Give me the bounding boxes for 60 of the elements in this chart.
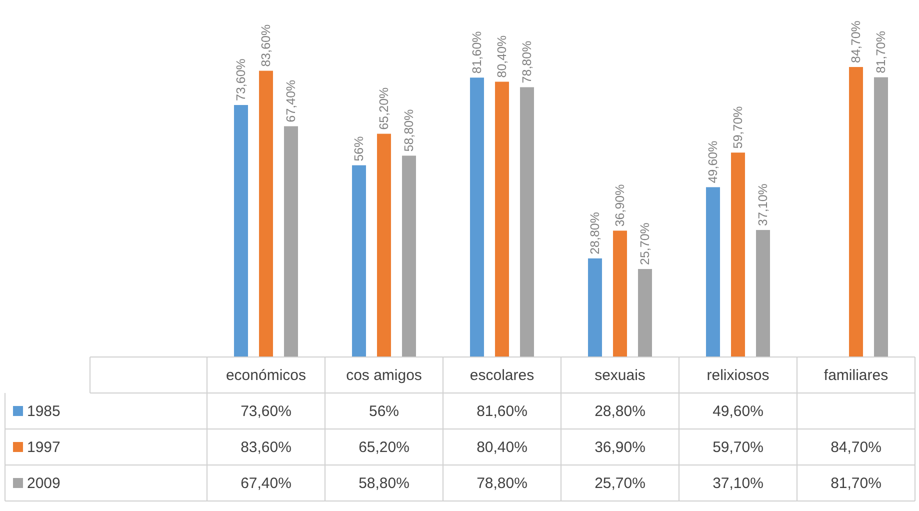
data-label: 37,10% <box>712 475 764 492</box>
bar <box>402 156 416 357</box>
text: 67,40% <box>284 80 298 122</box>
bar <box>259 70 273 357</box>
x-tick-label: sexuais <box>594 367 646 384</box>
data-label: 49,60% <box>712 403 764 420</box>
data-label: 65,20% <box>358 439 410 456</box>
data-label: 58,80% <box>358 475 410 492</box>
data-label: 56% <box>368 403 400 420</box>
data-label: 78,80% <box>476 475 528 492</box>
bar <box>495 82 509 357</box>
bar <box>731 152 745 357</box>
legend-label: 1985 <box>27 403 60 420</box>
x-tick-label: económicos <box>226 367 306 384</box>
data-label: 73,60% <box>240 403 292 420</box>
text: 83,60% <box>259 24 273 67</box>
text: 25,70% <box>638 222 652 266</box>
data-label: 67,40% <box>240 475 292 492</box>
x-tick-label: escolares <box>470 367 534 384</box>
bar <box>756 230 770 357</box>
text: 37,10% <box>756 184 770 226</box>
x-tick-label: familiares <box>824 367 888 384</box>
text: 81,70% <box>874 30 888 74</box>
data-label: 81,70% <box>830 475 882 492</box>
text: 49,60% <box>706 140 720 184</box>
text: 28,80% <box>588 212 602 254</box>
bar <box>284 126 298 357</box>
data-label: 84,70% <box>830 439 882 456</box>
text: 36,90% <box>613 184 627 227</box>
bar <box>234 105 248 357</box>
bar <box>470 78 484 357</box>
data-label: 36,90% <box>594 439 646 456</box>
text: 56% <box>352 136 366 162</box>
data-label: 83,60% <box>240 439 292 456</box>
bar <box>588 258 602 357</box>
data-label: 80,40% <box>476 439 528 456</box>
text: 78,80% <box>520 40 534 84</box>
legend-label: 2009 <box>27 475 60 492</box>
text: 84,70% <box>849 20 863 63</box>
bar <box>520 87 534 357</box>
text: 65,20% <box>377 87 391 130</box>
data-label: 59,70% <box>712 439 764 456</box>
data-label: 28,80% <box>594 403 646 420</box>
data-label: 81,60% <box>476 403 528 420</box>
text: 59,70% <box>731 106 745 149</box>
legend-label: 1997 <box>27 439 60 456</box>
x-tick-label: cos amigos <box>346 367 422 384</box>
bar <box>377 134 391 357</box>
bar <box>638 269 652 357</box>
bar <box>613 230 627 357</box>
text: 80,40% <box>495 35 509 78</box>
text: 73,60% <box>234 58 248 102</box>
bar <box>706 187 720 357</box>
bar <box>352 165 366 357</box>
text: 81,60% <box>470 31 484 74</box>
bar <box>874 77 888 357</box>
text: 58,80% <box>402 109 416 152</box>
bar <box>849 67 863 357</box>
x-tick-label: relixiosos <box>706 367 770 384</box>
data-label: 25,70% <box>594 475 646 492</box>
